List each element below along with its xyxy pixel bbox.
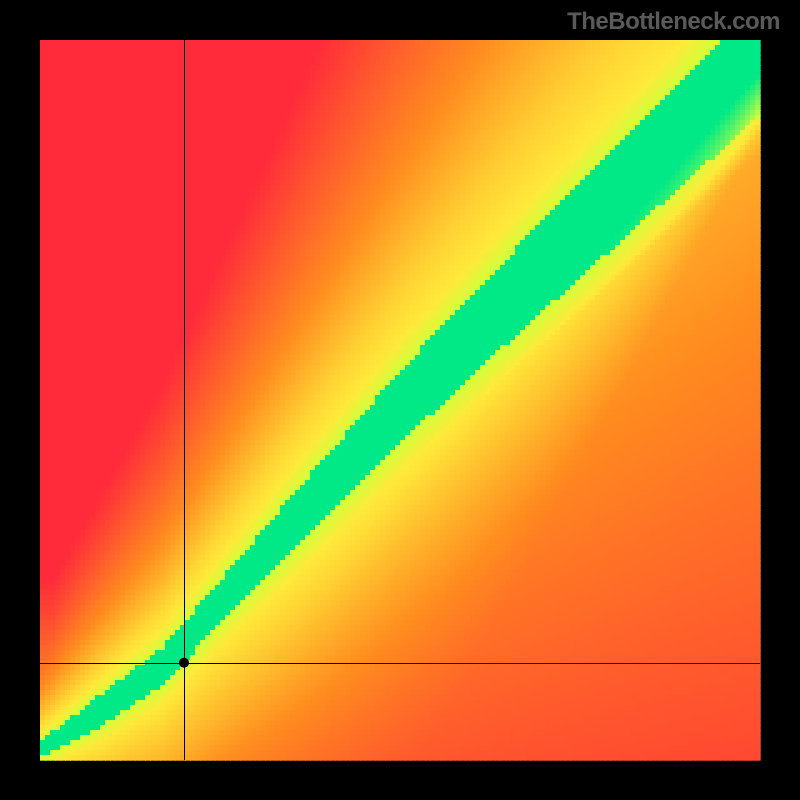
watermark-text: TheBottleneck.com: [567, 8, 780, 36]
chart-container: TheBottleneck.com: [0, 0, 800, 800]
crosshair-overlay: [0, 0, 800, 800]
